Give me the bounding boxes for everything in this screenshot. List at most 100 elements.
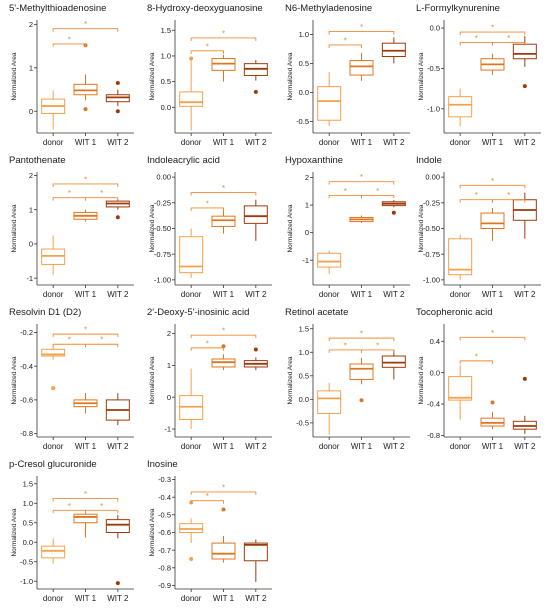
- bracket-line: [190, 50, 224, 54]
- x-tick-label: WIT 1: [482, 138, 504, 147]
- y-tick-label: 0.00: [425, 173, 440, 182]
- y-tick-label: -0.9: [158, 581, 171, 590]
- bracket-line: [190, 347, 224, 351]
- panel-1: 8-Hydroxy-deoxyguanosine Normalized Area 0…: [147, 3, 272, 147]
- significance-bracket: *: [459, 24, 526, 36]
- outlier-point: [253, 89, 258, 94]
- y-tick-label: -0.25: [423, 198, 440, 207]
- box-wit-1: [73, 393, 98, 414]
- panel-title: Tocopheronic acid: [416, 307, 493, 318]
- significance-bracket: *: [459, 34, 493, 46]
- x-tick-label: donor: [450, 290, 471, 299]
- box-wit-2: [105, 514, 130, 586]
- panel-11: Tocopheronic acid Normalized Area -0.8 -0.4…: [416, 307, 541, 451]
- x-tick-label: WIT 1: [351, 290, 373, 299]
- y-axis-label: Normalized Area: [418, 356, 425, 404]
- significance-bracket: *: [52, 502, 86, 514]
- x-tick-label: WIT 1: [213, 290, 235, 299]
- bracket-line: [52, 28, 119, 32]
- y-tick-label: -0.25: [154, 198, 171, 207]
- panel-title: p-Cresol glucuronide: [9, 459, 97, 470]
- y-tick-label: 1.0: [23, 499, 33, 508]
- significance-star: *: [100, 189, 103, 198]
- x-tick-label: WIT 2: [383, 290, 405, 299]
- outlier-point: [221, 507, 226, 512]
- y-tick-label: -0.5: [158, 510, 171, 519]
- x-tick-label: WIT 2: [107, 138, 129, 147]
- y-tick-label: -0.5: [296, 418, 309, 427]
- x-tick-label: WIT 1: [75, 594, 97, 603]
- y-axis-label: Normalized Area: [287, 356, 294, 404]
- box-iqr: [41, 545, 66, 559]
- significance-star: *: [222, 29, 225, 38]
- y-tick-label: -1.0: [20, 577, 33, 586]
- y-axis-label: Normalized Area: [149, 204, 156, 252]
- significance-bracket: *: [361, 341, 395, 353]
- significance-bracket: *: [459, 329, 526, 341]
- box-donor: [317, 250, 342, 274]
- significance-bracket: *: [328, 173, 395, 185]
- outlier-point: [115, 215, 120, 220]
- panel-9: 2'-Deoxy-5'-inosinic acid Normalized Area…: [147, 307, 272, 451]
- y-axis-label: Normalized Area: [287, 52, 294, 100]
- box-wit-1: [73, 511, 98, 538]
- x-tick-label: WIT 1: [351, 442, 373, 451]
- box-iqr: [317, 86, 342, 121]
- x-tick-label: WIT 2: [514, 442, 536, 451]
- bracket-line: [459, 360, 493, 364]
- bracket-line: [52, 183, 119, 187]
- box-donor: [179, 56, 204, 131]
- x-tick-label: WIT 2: [514, 290, 536, 299]
- significance-bracket: *: [328, 36, 362, 48]
- outlier-point: [490, 400, 495, 405]
- box-wit-1: [480, 400, 505, 430]
- bracket-line: [361, 194, 395, 199]
- box-wit-1: [349, 357, 374, 403]
- significance-star: *: [376, 187, 379, 196]
- y-tick-label: 1: [167, 361, 171, 370]
- y-tick-label: 2: [167, 329, 171, 338]
- box-wit-1: [349, 215, 374, 223]
- box-donor: [179, 500, 204, 561]
- significance-bracket: *: [190, 339, 224, 351]
- x-tick-label: WIT 2: [245, 138, 267, 147]
- panel-title: Pantothenate: [9, 155, 66, 166]
- y-axis-label: Normalized Area: [149, 356, 156, 404]
- bracket-line: [52, 333, 119, 338]
- y-axis-label: Normalized Area: [11, 508, 18, 556]
- significance-bracket: *: [52, 20, 119, 32]
- y-tick-label: 1.5: [299, 324, 309, 333]
- x-tick-label: donor: [43, 138, 64, 147]
- bracket-line: [190, 334, 257, 339]
- box-iqr: [211, 215, 236, 227]
- box-iqr: [73, 513, 98, 524]
- x-tick-label: WIT 1: [482, 442, 504, 451]
- outlier-point: [189, 556, 194, 561]
- panel-5: Indoleacrylic acid Normalized Area -1.00 -0…: [147, 155, 272, 299]
- significance-star: *: [475, 34, 478, 43]
- y-tick-label: -1.00: [154, 275, 171, 284]
- significance-star: *: [344, 36, 347, 45]
- y-tick-label: 2: [305, 173, 309, 182]
- box-wit-2: [105, 81, 130, 114]
- significance-bracket: *: [492, 191, 526, 203]
- significance-star: *: [222, 184, 225, 193]
- significance-bracket: *: [459, 352, 493, 364]
- box-iqr: [41, 348, 66, 357]
- box-iqr: [349, 60, 374, 76]
- y-tick-label: 2: [29, 171, 33, 180]
- y-tick-label: -0.50: [423, 224, 440, 233]
- y-tick-label: -1.0: [427, 104, 440, 113]
- x-tick-label: WIT 1: [213, 138, 235, 147]
- panel-title: Inosine: [147, 459, 178, 470]
- box-wit-2: [512, 376, 537, 434]
- box-wit-1: [480, 53, 505, 75]
- significance-bracket: *: [190, 483, 257, 495]
- y-tick-label: 1.0: [299, 30, 309, 39]
- y-axis-label: Normalized Area: [149, 508, 156, 556]
- y-axis-label: Normalized Area: [11, 52, 18, 100]
- y-tick-label: -0.2: [20, 328, 33, 337]
- outlier-point: [83, 107, 88, 112]
- y-tick-label: 0: [29, 240, 33, 249]
- significance-bracket: *: [328, 23, 395, 35]
